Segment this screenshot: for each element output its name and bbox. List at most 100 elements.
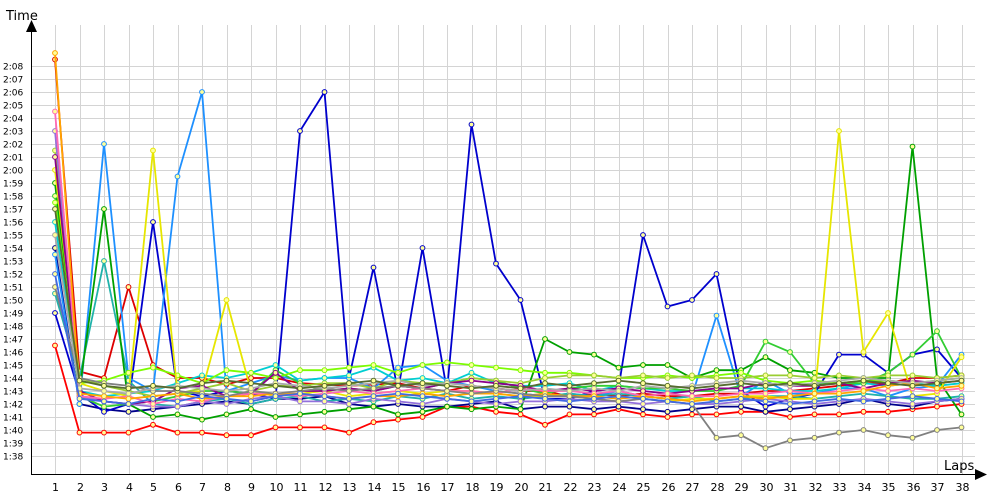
data-point (934, 385, 940, 392)
data-point (52, 50, 58, 56)
data-point (395, 416, 401, 423)
data-point (76, 429, 83, 436)
x-tick-label: 36 (907, 481, 921, 494)
x-tick-label: 22 (564, 481, 578, 494)
data-point (787, 388, 793, 394)
data-point (591, 395, 597, 402)
data-point (419, 408, 426, 415)
data-point (542, 421, 548, 428)
data-point (395, 390, 401, 397)
data-point (836, 395, 842, 402)
series-19 (52, 206, 965, 392)
data-point (885, 372, 891, 379)
data-point (615, 388, 622, 394)
data-point (370, 377, 377, 384)
data-point (640, 232, 646, 238)
x-tick-label: 2 (77, 481, 84, 494)
data-point (909, 382, 916, 389)
data-point (493, 382, 499, 389)
data-point (689, 411, 695, 418)
x-tick-label: 16 (417, 481, 431, 494)
data-point (787, 349, 793, 355)
data-point (934, 403, 940, 410)
y-tick-label: 1:39 (3, 440, 23, 450)
data-point (787, 372, 793, 379)
data-point (199, 372, 205, 379)
y-tick-label: 1:49 (3, 310, 23, 320)
data-point (52, 193, 58, 199)
data-point (738, 408, 744, 415)
series-line (54, 234, 962, 395)
data-point (52, 232, 58, 238)
data-point (640, 380, 646, 387)
data-point (738, 395, 744, 402)
data-point (174, 403, 181, 410)
data-point (958, 354, 965, 361)
data-point (689, 401, 695, 407)
data-point (860, 427, 867, 433)
data-point (419, 375, 426, 381)
data-point (566, 403, 573, 410)
data-point (542, 380, 548, 387)
data-point (76, 395, 83, 402)
series-line (54, 345, 962, 437)
data-point (150, 382, 156, 389)
x-tick-label: 23 (588, 481, 602, 494)
x-tick-label: 5 (150, 481, 157, 494)
y-tick-label: 2:04 (3, 115, 23, 125)
data-point (836, 429, 842, 436)
x-tick-label: 19 (490, 481, 504, 494)
data-point (958, 377, 965, 384)
data-point (738, 369, 744, 376)
series-line (54, 286, 962, 450)
series-17 (52, 284, 965, 452)
data-point (395, 382, 401, 389)
data-point (223, 388, 230, 394)
data-point (199, 89, 205, 95)
y-tick-label: 1:59 (3, 180, 23, 190)
data-point (836, 372, 842, 379)
data-point (370, 419, 377, 426)
data-point (713, 375, 720, 381)
x-axis-arrow-icon (975, 469, 987, 480)
y-axis-arrow-icon (26, 20, 37, 32)
x-tick-label: 38 (956, 481, 970, 494)
series-line (54, 89, 963, 413)
y-tick-label: 1:50 (3, 297, 23, 307)
data-point (419, 245, 426, 251)
x-axis-label: Laps (944, 459, 974, 474)
data-point (591, 411, 597, 418)
y-axis-label: Time (5, 9, 38, 24)
data-point (811, 411, 818, 418)
data-point (542, 403, 548, 410)
data-point (615, 398, 622, 405)
data-point (909, 372, 916, 379)
data-point (664, 382, 671, 389)
data-point (199, 393, 205, 400)
data-point (664, 398, 671, 405)
data-point (125, 390, 132, 397)
data-point (493, 260, 499, 267)
data-point (909, 434, 916, 441)
data-point (640, 395, 646, 402)
series-line (54, 130, 962, 408)
data-point (885, 395, 891, 402)
data-point (297, 390, 303, 397)
data-point (615, 377, 622, 384)
axes (26, 20, 987, 480)
data-point (76, 377, 83, 384)
data-point (542, 395, 548, 402)
data-point (664, 408, 671, 415)
data-point (125, 429, 132, 436)
data-point (934, 395, 940, 402)
data-point (321, 393, 328, 400)
data-point (566, 393, 573, 400)
data-point (101, 382, 107, 389)
data-point (762, 445, 769, 452)
data-point (174, 385, 181, 392)
data-point (689, 385, 695, 392)
data-point (566, 398, 573, 405)
data-point (517, 393, 524, 400)
data-point (787, 367, 793, 374)
data-point (640, 362, 646, 368)
